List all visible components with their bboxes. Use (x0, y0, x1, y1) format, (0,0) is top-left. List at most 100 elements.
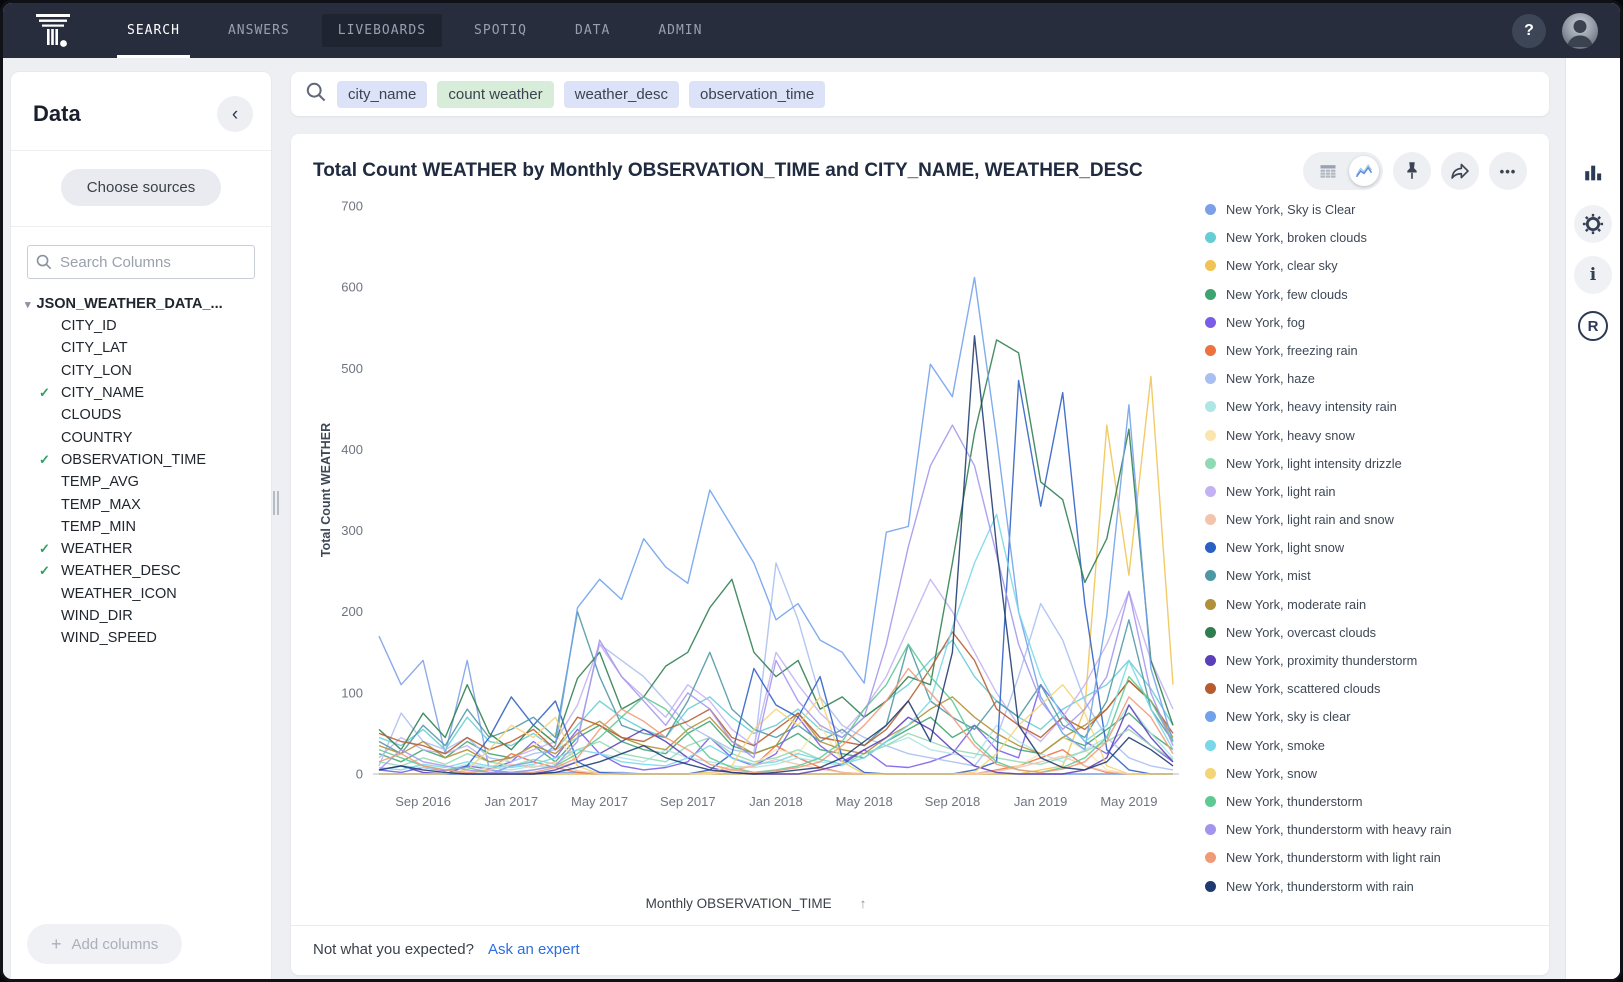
nav-item-spotiq[interactable]: SPOTIQ (474, 23, 528, 38)
legend-item-new-york-haze[interactable]: New York, haze (1205, 371, 1451, 386)
series-line-new-york-mist[interactable] (378, 611, 1174, 755)
checkmark-icon: ✓ (39, 385, 50, 401)
column-item-city-lat[interactable]: CITY_LAT (25, 337, 263, 359)
chart-region: 0 100 200 300 400 500 600 700 Sep 2016 Jan 2017 Ma… (313, 192, 1527, 894)
column-item-temp-min[interactable]: TEMP_MIN (25, 516, 263, 538)
legend-item-new-york-fog[interactable]: New York, fog (1205, 315, 1451, 330)
legend-item-new-york-light-rain-and-snow[interactable]: New York, light rain and snow (1205, 512, 1451, 527)
legend-item-new-york-broken-clouds[interactable]: New York, broken clouds (1205, 230, 1451, 245)
legend-item-new-york-light-intensity-drizzle[interactable]: New York, light intensity drizzle (1205, 456, 1451, 471)
legend-item-new-york-freezing-rain[interactable]: New York, freezing rain (1205, 343, 1451, 358)
column-item-wind-dir[interactable]: WIND_DIR (25, 605, 263, 627)
legend-item-new-york-thunderstorm-with-heavy-rain[interactable]: New York, thunderstorm with heavy rain (1205, 822, 1451, 837)
column-item-city-lon[interactable]: CITY_LON (25, 360, 263, 382)
search-token-weather-desc[interactable]: weather_desc (563, 80, 680, 108)
series-line-new-york-light-snow[interactable] (379, 379, 1173, 775)
column-item-city-id[interactable]: CITY_ID (25, 315, 263, 337)
pin-icon (1407, 162, 1417, 179)
series-line-new-york-smoke[interactable] (378, 513, 1174, 771)
legend-item-new-york-heavy-intensity-rain[interactable]: New York, heavy intensity rain (1205, 399, 1451, 414)
series-line-new-york-haze[interactable] (378, 562, 1174, 771)
search-token-count-weather[interactable]: count weather (437, 80, 554, 108)
ask-an-expert-link[interactable]: Ask an expert (487, 940, 580, 958)
series-line-new-york-thunderstorm-with-rain[interactable] (378, 335, 1174, 775)
legend-dot (1205, 316, 1216, 328)
legend-dot (1205, 288, 1216, 300)
column-item-weather-desc[interactable]: ✓ WEATHER_DESC (25, 560, 263, 582)
thoughtspot-logo[interactable] (3, 3, 103, 58)
legend-item-new-york-mist[interactable]: New York, mist (1205, 568, 1451, 583)
nav-right: ? (1512, 3, 1620, 58)
legend-item-new-york-light-rain[interactable]: New York, light rain (1205, 484, 1451, 499)
more-options-button[interactable]: ••• (1489, 152, 1527, 190)
panel-resize-handle[interactable] (273, 490, 280, 515)
series-line-new-york-overcast-clouds[interactable] (378, 339, 1174, 751)
legend-item-new-york-light-snow[interactable]: New York, light snow (1205, 540, 1451, 555)
legend-label: New York, fog (1226, 314, 1305, 330)
series-line-new-york-broken-clouds[interactable] (378, 639, 1174, 751)
search-token-city-name[interactable]: city_name (337, 80, 428, 108)
pin-button[interactable] (1393, 152, 1431, 190)
legend-item-new-york-thunderstorm[interactable]: New York, thunderstorm (1205, 794, 1451, 809)
legend-item-new-york-scattered-clouds[interactable]: New York, scattered clouds (1205, 681, 1451, 696)
column-item-observation-time[interactable]: ✓ OBSERVATION_TIME (25, 449, 263, 471)
axis-sort-arrow-icon[interactable]: ↑ (859, 895, 867, 911)
legend-item-new-york-sky-is-clear[interactable]: New York, sky is clear (1205, 709, 1451, 724)
line-chart-svg[interactable]: 0 100 200 300 400 500 600 700 Sep 2016 Jan 2017 Ma… (313, 192, 1199, 848)
legend-item-new-york-proximity-thunderstorm[interactable]: New York, proximity thunderstorm (1205, 653, 1451, 668)
series-line-new-york-scattered-clouds[interactable] (378, 631, 1174, 755)
add-columns-button[interactable]: + Add columns (27, 924, 183, 964)
search-columns-input[interactable] (27, 245, 255, 279)
legend-item-new-york-thunderstorm-with-light-rain[interactable]: New York, thunderstorm with light rain (1205, 850, 1451, 865)
series-line-new-york-moderate-rain[interactable] (378, 680, 1174, 763)
column-item-clouds[interactable]: CLOUDS (25, 404, 263, 426)
chart-config-button[interactable] (1574, 154, 1612, 192)
user-avatar[interactable] (1562, 12, 1598, 49)
legend-dot (1205, 880, 1216, 892)
legend-label: New York, light rain and snow (1226, 512, 1394, 528)
series-line-new-york-snow[interactable] (379, 684, 1173, 775)
legend-item-new-york-thunderstorm-with-rain[interactable]: New York, thunderstorm with rain (1205, 879, 1451, 894)
legend-item-new-york-smoke[interactable]: New York, smoke (1205, 738, 1451, 753)
nav-item-liveboards[interactable]: LIVEBOARDS (321, 14, 443, 47)
nav-item-search[interactable]: SEARCH (103, 3, 204, 58)
table-node[interactable]: ▾ JSON_WEATHER_DATA_... (25, 293, 263, 315)
legend-dot (1205, 598, 1216, 610)
share-button[interactable] (1441, 152, 1479, 190)
column-item-weather-icon[interactable]: WEATHER_ICON (25, 583, 263, 605)
nav-item-answers[interactable]: ANSWERS (227, 23, 290, 38)
info-button[interactable]: i (1574, 256, 1612, 294)
column-item-country[interactable]: COUNTRY (25, 426, 263, 448)
legend-item-new-york-few-clouds[interactable]: New York, few clouds (1205, 287, 1451, 302)
nav-item-data[interactable]: DATA (575, 23, 611, 38)
legend-item-new-york-snow[interactable]: New York, snow (1205, 766, 1451, 781)
gear-icon (1582, 213, 1604, 235)
legend-item-new-york-moderate-rain[interactable]: New York, moderate rain (1205, 597, 1451, 612)
legend-label: New York, heavy intensity rain (1226, 399, 1397, 415)
r-analysis-button[interactable]: R (1574, 307, 1612, 345)
legend-dot (1205, 457, 1216, 469)
legend-item-new-york-clear-sky[interactable]: New York, clear sky (1205, 258, 1451, 273)
search-token-observation-time[interactable]: observation_time (689, 80, 826, 108)
settings-button[interactable] (1574, 205, 1612, 243)
column-item-wind-speed[interactable]: WIND_SPEED (25, 627, 263, 649)
search-bar[interactable]: city_name count weather weather_desc observ… (291, 72, 1549, 116)
legend-item-new-york-heavy-snow[interactable]: New York, heavy snow (1205, 428, 1451, 443)
column-item-temp-max[interactable]: TEMP_MAX (25, 493, 263, 515)
series-line-new-york-thunderstorm-with-heavy-rain[interactable] (378, 424, 1174, 774)
series-line-new-york-sky-is-clear[interactable] (379, 276, 1174, 775)
choose-sources-button[interactable]: Choose sources (60, 169, 222, 206)
column-item-weather[interactable]: ✓ WEATHER (25, 538, 263, 560)
chart-view-button[interactable] (1349, 156, 1379, 186)
collapse-panel-button[interactable]: ‹ (217, 96, 253, 132)
table-name: JSON_WEATHER_DATA_... (36, 296, 223, 312)
help-button[interactable]: ? (1512, 13, 1546, 48)
nav-item-admin[interactable]: ADMIN (658, 23, 703, 38)
legend-item-new-york-sky-is-clear[interactable]: New York, Sky is Clear (1205, 202, 1451, 217)
legend-item-new-york-overcast-clouds[interactable]: New York, overcast clouds (1205, 625, 1451, 640)
column-item-temp-avg[interactable]: TEMP_AVG (25, 471, 263, 493)
table-view-button[interactable] (1313, 156, 1343, 186)
series-line-new-york-light-rain-and-snow[interactable] (379, 755, 1173, 775)
legend-dot (1205, 204, 1216, 215)
column-item-city-name[interactable]: ✓ CITY_NAME (25, 382, 263, 404)
